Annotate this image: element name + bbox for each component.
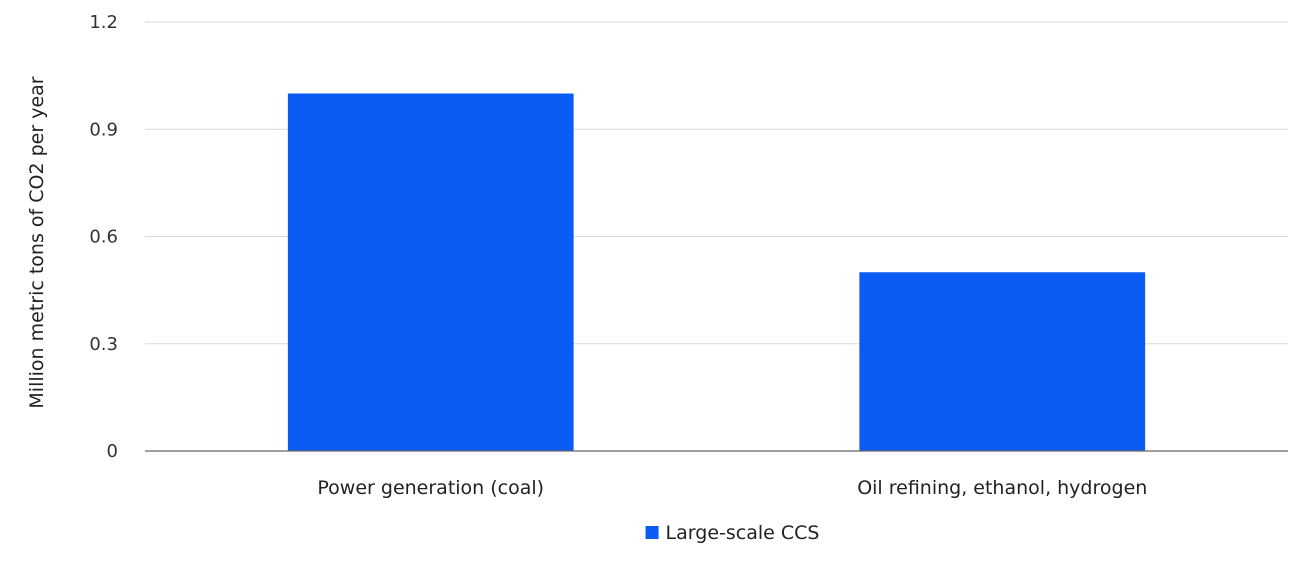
legend-swatch [645, 526, 659, 539]
y-axis-title: Million metric tons of CO2 per year [26, 76, 48, 408]
y-tick-label: 0.9 [89, 119, 118, 140]
x-category-label: Power generation (coal) [317, 477, 544, 499]
bar [859, 272, 1146, 451]
y-tick-label: 1.2 [89, 12, 118, 33]
y-tick-label: 0.3 [89, 334, 118, 355]
bars [287, 93, 1146, 451]
y-axis-ticks: 0 0.3 0.6 0.9 1.2 [89, 12, 118, 462]
bar [287, 93, 574, 451]
x-category-label: Oil refining, ethanol, hydrogen [857, 477, 1147, 499]
y-tick-label: 0.6 [89, 227, 118, 248]
legend-label: Large-scale CCS [666, 522, 820, 544]
x-axis-categories: Power generation (coal) Oil refining, eth… [317, 477, 1147, 499]
legend: Large-scale CCS [645, 522, 820, 544]
y-tick-label: 0 [107, 441, 118, 462]
